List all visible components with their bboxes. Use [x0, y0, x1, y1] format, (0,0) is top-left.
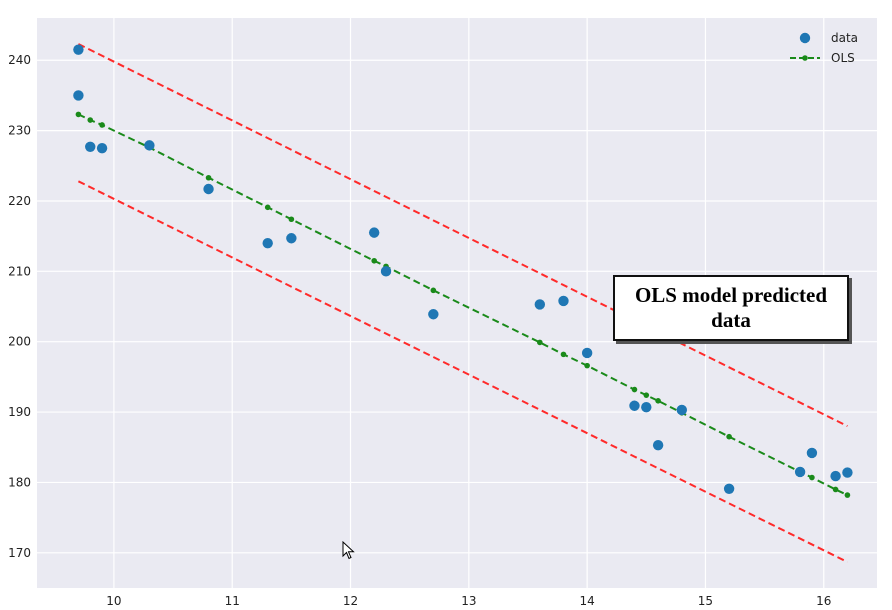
ols-point	[264, 204, 271, 211]
annotation-line-2: data	[711, 308, 751, 332]
data-point	[629, 400, 640, 411]
legend-label: OLS	[831, 51, 855, 65]
series-layer	[73, 43, 853, 563]
data-point	[262, 237, 273, 249]
annotation-box: OLS model predicted data	[613, 275, 849, 341]
data-point	[73, 44, 84, 55]
data-point	[842, 467, 853, 478]
ols-point	[87, 117, 94, 123]
band-line-3	[77, 180, 848, 563]
ols-point	[430, 287, 437, 294]
data-point	[380, 266, 392, 277]
ols-point	[537, 339, 543, 346]
legend-entry-data: data	[799, 31, 858, 45]
ols-point	[643, 392, 650, 398]
ols-point	[560, 351, 567, 358]
y-tick-label: 230	[8, 124, 31, 138]
data-point	[641, 401, 652, 413]
legend-marker	[799, 32, 811, 44]
y-tick-label: 240	[8, 53, 31, 67]
ols-point	[75, 111, 82, 118]
ols-point	[655, 398, 661, 404]
x-tick-label: 12	[343, 594, 358, 608]
ols-point	[205, 174, 212, 181]
ols-point	[99, 122, 105, 128]
y-tick-label: 190	[8, 405, 31, 419]
ols-point	[726, 433, 732, 440]
x-tick-label: 11	[225, 594, 240, 608]
ols-point	[844, 492, 851, 498]
y-tick-label: 180	[8, 475, 31, 489]
data-point	[368, 227, 380, 238]
y-tick-label: 210	[8, 264, 31, 278]
data-point	[286, 233, 297, 244]
legend: data OLS	[790, 31, 858, 65]
data-point	[558, 295, 569, 307]
ols-point	[832, 486, 839, 493]
x-tick-label: 13	[461, 594, 476, 608]
series-line-ols	[77, 113, 848, 497]
data-point	[676, 404, 687, 416]
y-tick-label: 170	[8, 546, 31, 560]
y-tick-label: 220	[8, 194, 31, 208]
data-point	[581, 347, 593, 359]
ols-point	[584, 362, 590, 369]
ols-point	[288, 216, 295, 223]
data-point	[652, 439, 664, 451]
mouse-pointer-icon	[342, 541, 355, 560]
x-tick-label: 14	[580, 594, 595, 608]
x-axis-tick-labels: 10 11 12 13 14 15 16	[106, 594, 831, 608]
data-point	[144, 140, 155, 151]
ols-point	[631, 386, 638, 393]
data-point	[830, 470, 841, 482]
y-tick-label: 200	[8, 335, 31, 349]
ols-point	[809, 474, 815, 481]
x-tick-label: 15	[698, 594, 713, 608]
y-axis-tick-labels: 170 180 190 200 210 220 230 240	[8, 53, 31, 560]
x-tick-label: 16	[816, 594, 831, 608]
data-point	[723, 483, 735, 494]
data-point	[85, 141, 96, 152]
legend-entry-ols: OLS	[790, 51, 855, 65]
data-point	[428, 309, 439, 320]
annotation-line-1: OLS model predicted	[634, 283, 828, 307]
data-point	[534, 299, 546, 310]
band-line-2	[77, 43, 848, 427]
data-point	[794, 466, 806, 478]
data-point	[96, 142, 108, 154]
data-point	[806, 447, 818, 459]
data-point	[73, 90, 84, 101]
legend-marker	[802, 55, 808, 61]
legend-label: data	[831, 31, 858, 45]
ols-point	[371, 257, 377, 264]
x-tick-label: 10	[106, 594, 121, 608]
data-point	[203, 183, 214, 195]
